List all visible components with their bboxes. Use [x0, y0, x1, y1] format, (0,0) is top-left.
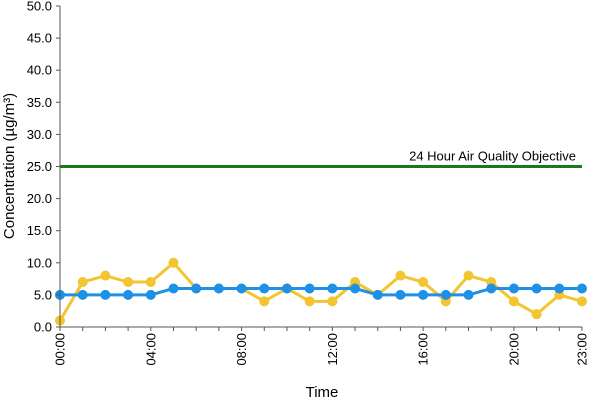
series-2-point [554, 283, 565, 294]
series-1-point [100, 270, 111, 281]
x-tick-label: 23:00 [575, 333, 590, 366]
series-2-point [145, 289, 156, 300]
x-axis-ticks: 00:00 04:00 08:00 12:00 16:00 20:00 23:00 [53, 327, 590, 366]
series-2-point [418, 289, 429, 300]
series-2-point [100, 289, 111, 300]
x-tick-label: 00:00 [53, 333, 68, 366]
y-tick-label: 10.0 [27, 255, 52, 270]
y-tick-label: 30.0 [27, 127, 52, 142]
y-tick-label: 5.0 [34, 287, 52, 302]
y-tick-label: 25.0 [27, 159, 52, 174]
series-1-point [168, 257, 179, 268]
series-1-point [418, 277, 429, 288]
reference-line-label: 24 Hour Air Quality Objective [409, 149, 576, 164]
series-2-point [168, 283, 179, 294]
y-tick-label: 50.0 [27, 0, 52, 14]
series-2-point [77, 289, 88, 300]
series-2-point [259, 283, 270, 294]
series-1-point [145, 277, 156, 288]
series-1-point [463, 270, 474, 281]
x-tick-label: 12:00 [325, 333, 340, 366]
series-1-point [508, 296, 519, 307]
series-2-point [304, 283, 315, 294]
y-axis-title: Concentration (µg/m³) [1, 93, 18, 239]
series-1-point [327, 296, 338, 307]
y-axis-ticks: 0.0 5.0 10.0 15.0 20.0 25.0 30.0 35.0 40.0 45.0 50… [27, 0, 60, 335]
reference-line-group: 24 Hour Air Quality Objective [60, 149, 582, 168]
series-1-point [531, 309, 542, 320]
y-tick-label: 0.0 [34, 320, 52, 335]
x-tick-label: 08:00 [234, 333, 249, 366]
y-tick-label: 15.0 [27, 223, 52, 238]
series-2-point [486, 283, 497, 294]
y-tick-label: 40.0 [27, 63, 52, 78]
series-2-point [236, 283, 247, 294]
series-1-point [577, 296, 587, 307]
series-2-point [372, 289, 383, 300]
series-2-point [350, 283, 361, 294]
series-1-point [77, 277, 88, 288]
series-2-point [395, 289, 406, 300]
series-2-point [191, 283, 202, 294]
series-2-point [440, 289, 451, 300]
series-2-point [123, 289, 134, 300]
x-tick-label: 16:00 [416, 333, 431, 366]
y-tick-label: 20.0 [27, 191, 52, 206]
x-axis-title: Time [306, 384, 339, 400]
y-tick-label: 45.0 [27, 31, 52, 46]
series-1-point [395, 270, 406, 281]
y-tick-label: 35.0 [27, 95, 52, 110]
series-2-point [463, 289, 474, 300]
series-group [55, 257, 587, 326]
series-1-point [304, 296, 315, 307]
series-1-point [259, 296, 270, 307]
series-2-point [577, 283, 587, 294]
series-2-point [531, 283, 542, 294]
series-2-point [213, 283, 224, 294]
series-1-line [58, 261, 583, 322]
x-tick-label: 04:00 [143, 333, 158, 366]
series-2-point [281, 283, 292, 294]
series-1-point [123, 277, 134, 288]
x-tick-label: 20:00 [506, 333, 521, 366]
series-2-point [508, 283, 519, 294]
series-2-point [327, 283, 338, 294]
